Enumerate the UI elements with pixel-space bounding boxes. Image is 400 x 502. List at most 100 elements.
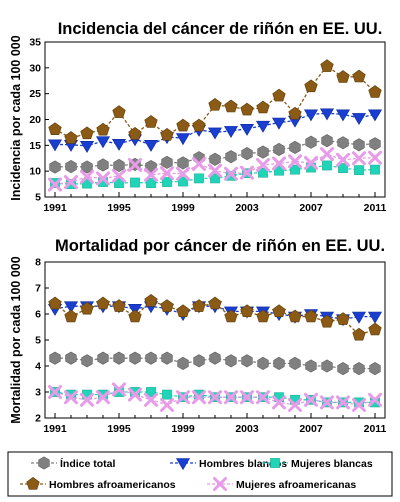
data-point [47,139,63,152]
data-point [256,309,270,323]
data-point [337,362,349,376]
data-point [241,147,253,161]
data-point [64,390,78,405]
data-point [64,131,78,144]
data-point [96,171,110,186]
data-point [161,351,173,365]
legend-label: Hombres blancos [199,458,287,470]
x-tick-label: 1999 [171,423,195,435]
data-point [370,164,380,175]
data-point [144,392,158,407]
data-point [241,354,253,368]
data-point [96,122,110,136]
data-point [175,133,191,146]
data-point [239,124,255,136]
x-tick-label: 1995 [107,202,131,214]
data-point [354,165,364,175]
data-point [113,158,125,173]
data-point [352,151,366,166]
data-point [335,109,351,122]
data-point [80,301,94,315]
series-0 [49,351,381,376]
data-point [319,108,335,121]
data-point [176,304,190,318]
data-point [320,147,334,162]
x-tick-label: 2003 [235,202,259,214]
data-point [256,100,270,114]
data-point [96,296,110,310]
data-point [272,88,286,102]
data-point [255,120,271,133]
data-point [368,322,382,336]
y-tick-label: 35 [29,37,41,49]
data-point [178,176,188,187]
data-point [303,109,319,122]
y-tick-label: 5 [35,335,41,347]
data-point [112,299,126,312]
data-point [48,177,62,192]
data-point [369,137,381,151]
data-point [112,168,126,183]
data-point [304,79,318,93]
series-layer [47,294,383,412]
y-tick-label: 3 [35,387,41,399]
axis-ticks: 5 10 15 20 25 30 35 1991 1995 1999 2003 2007 2011 [29,37,386,215]
series-1 [47,108,383,153]
y-tick-label: 10 [29,166,41,178]
data-point [351,113,367,126]
data-point [48,385,62,399]
data-point [144,167,158,182]
data-point [111,138,127,151]
x-tick-label: 2007 [299,202,323,214]
y-tick-label: 20 [29,114,41,126]
data-point [352,398,366,412]
data-point [336,70,350,83]
data-point [79,141,95,153]
data-point [128,387,142,402]
data-point [288,309,302,323]
data-point [210,173,220,184]
x-tick-label: 1999 [171,202,195,214]
data-point [160,166,174,181]
data-point [97,158,109,172]
y-axis-label: Mortalidad por cada 100 000 [9,256,23,423]
data-point [207,127,223,140]
data-point [63,301,79,314]
data-point [192,156,206,171]
data-point [193,354,205,368]
data-point [128,309,142,323]
data-point [209,351,221,365]
data-point [130,177,140,188]
data-point [288,106,302,120]
x-tick-label: 2003 [235,423,259,435]
y-tick-label: 25 [29,88,41,100]
chart-title: Mortalidad por cáncer de riñón en EE. UU… [55,237,385,255]
data-point [273,356,285,370]
data-point [224,99,238,113]
data-point [81,160,93,174]
data-point [338,163,348,173]
data-point [176,166,190,181]
data-point [256,157,270,172]
legend-item: Mujeres afroamericanas [207,477,356,491]
data-point [65,159,77,174]
y-axis-label: Incidencia por cada 100 000 [9,35,23,200]
data-point [162,177,172,187]
legend-marker [270,458,280,468]
data-point [48,296,62,310]
data-point [114,178,124,188]
data-point [160,299,174,312]
data-point [288,398,302,412]
data-point [352,69,366,83]
data-point [256,390,270,405]
data-point [320,395,334,410]
data-point [192,299,206,312]
data-point [160,128,174,141]
data-point [223,126,239,138]
legend-item: Mujeres blancas [262,458,373,470]
data-point [352,327,366,341]
data-point [304,155,318,170]
series-layer [47,59,383,192]
data-point [143,140,159,152]
